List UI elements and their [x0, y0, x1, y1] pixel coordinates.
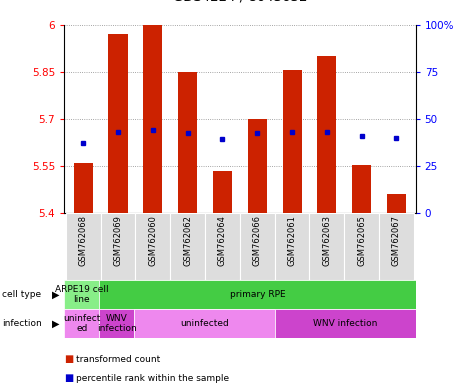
Text: GSM762069: GSM762069 — [114, 215, 123, 266]
Bar — [247, 119, 267, 213]
Bar — [275, 309, 416, 338]
Bar — [134, 309, 275, 338]
Text: uninfect
ed: uninfect ed — [63, 314, 100, 333]
Text: GSM762062: GSM762062 — [183, 215, 192, 266]
Bar — [283, 70, 302, 213]
Bar — [99, 309, 134, 338]
Bar — [275, 213, 310, 280]
Bar — [108, 34, 128, 213]
Text: GSM762066: GSM762066 — [253, 215, 262, 266]
Bar — [64, 280, 99, 309]
Bar — [178, 72, 197, 213]
Text: infection: infection — [2, 319, 42, 328]
Bar — [74, 163, 93, 213]
Bar — [135, 213, 170, 280]
Text: GSM762060: GSM762060 — [148, 215, 157, 266]
Bar — [64, 309, 99, 338]
Text: GSM762064: GSM762064 — [218, 215, 227, 266]
Text: GSM762067: GSM762067 — [392, 215, 401, 266]
Bar — [379, 213, 414, 280]
Text: WNV
infection: WNV infection — [97, 314, 137, 333]
Bar — [143, 25, 162, 213]
Text: WNV infection: WNV infection — [313, 319, 378, 328]
Text: GDS4224 / 8043632: GDS4224 / 8043632 — [172, 0, 307, 4]
Text: transformed count: transformed count — [76, 354, 160, 364]
Text: ▶: ▶ — [52, 290, 59, 300]
Bar — [344, 213, 379, 280]
Bar — [310, 213, 344, 280]
Text: primary RPE: primary RPE — [229, 290, 285, 299]
Bar — [205, 213, 240, 280]
Text: ARPE19 cell
line: ARPE19 cell line — [55, 285, 108, 305]
Bar — [170, 213, 205, 280]
Text: ▶: ▶ — [52, 318, 59, 329]
Text: GSM762068: GSM762068 — [79, 215, 88, 266]
Text: cell type: cell type — [2, 290, 41, 299]
Bar — [317, 56, 336, 213]
Bar — [240, 213, 275, 280]
Text: GSM762065: GSM762065 — [357, 215, 366, 266]
Text: GSM762061: GSM762061 — [287, 215, 296, 266]
Bar — [101, 213, 135, 280]
Bar — [387, 194, 406, 213]
Text: ■: ■ — [64, 354, 73, 364]
Bar — [213, 171, 232, 213]
Text: percentile rank within the sample: percentile rank within the sample — [76, 374, 229, 383]
Bar — [66, 213, 101, 280]
Text: GSM762063: GSM762063 — [323, 215, 332, 266]
Text: uninfected: uninfected — [180, 319, 229, 328]
Bar — [352, 164, 371, 213]
Text: ■: ■ — [64, 373, 73, 383]
